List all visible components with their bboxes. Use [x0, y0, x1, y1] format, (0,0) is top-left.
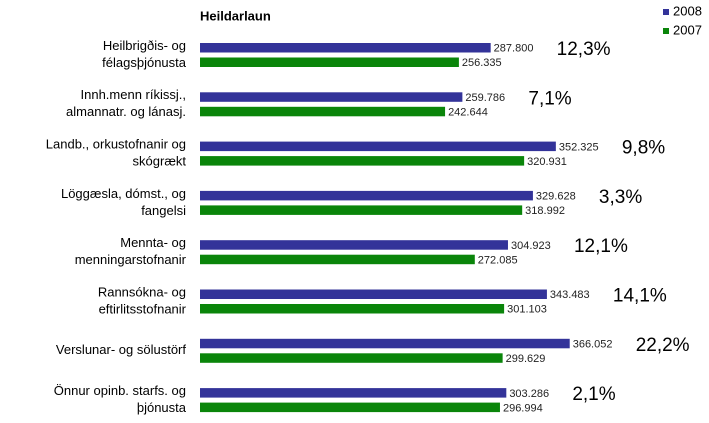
y-tick-label: Verslunar- og sölustörf — [56, 342, 186, 357]
bar — [200, 92, 463, 102]
y-tick-label: eftirlitsstofnanir — [99, 301, 187, 316]
value-label: 320.931 — [527, 156, 567, 168]
bar — [200, 353, 503, 363]
annotation: 12,1% — [574, 236, 628, 257]
legend-label: 2008 — [673, 3, 702, 18]
value-label: 296.994 — [503, 402, 543, 414]
value-label: 272.085 — [478, 254, 518, 266]
value-label: 303.286 — [509, 388, 549, 400]
bar — [200, 254, 475, 265]
value-label: 299.629 — [506, 353, 546, 365]
legend-swatch — [663, 28, 669, 34]
bar — [200, 43, 491, 53]
value-label: 343.483 — [550, 289, 590, 301]
bar — [200, 106, 446, 117]
bar — [200, 240, 508, 250]
y-tick-label: Rannsókna- og — [98, 284, 186, 299]
value-label: 329.628 — [536, 191, 576, 203]
value-label: 256.335 — [462, 57, 502, 69]
y-tick-label: Heilbrigðis- og — [103, 38, 186, 53]
y-tick-label: Landb., orkustofnanir og — [46, 137, 186, 152]
legend-swatch — [663, 9, 669, 15]
value-label: 366.052 — [573, 338, 613, 350]
value-label: 318.992 — [525, 205, 565, 217]
bar — [200, 190, 533, 201]
annotation: 14,1% — [613, 286, 667, 307]
y-tick-label: almannatr. og lánasj. — [66, 104, 186, 119]
legend-label: 2007 — [673, 22, 702, 37]
bar — [200, 289, 547, 299]
value-label: 352.325 — [559, 141, 599, 153]
annotation: 2,1% — [572, 384, 615, 405]
y-tick-label: fangelsi — [141, 203, 186, 218]
y-tick-label: Innh.menn ríkissj., — [81, 87, 187, 102]
y-tick-label: menningarstofnanir — [75, 252, 187, 267]
y-tick-label: Löggæsla, dómst., og — [61, 186, 186, 201]
bar — [200, 304, 505, 314]
bar — [200, 141, 556, 152]
value-label: 242.644 — [448, 106, 488, 118]
bar — [200, 205, 523, 215]
bar — [200, 338, 570, 349]
annotation: 7,1% — [528, 88, 571, 109]
bar — [200, 156, 525, 166]
chart-title: Heildarlaun — [200, 8, 271, 23]
bar — [200, 402, 500, 413]
bar — [200, 57, 459, 67]
y-tick-label: þjónusta — [137, 400, 187, 415]
y-tick-label: Mennta- og — [120, 235, 186, 250]
bar — [200, 388, 507, 398]
value-label: 287.800 — [494, 43, 534, 55]
annotation: 22,2% — [636, 335, 690, 356]
value-label: 301.103 — [507, 304, 547, 316]
annotation: 12,3% — [557, 39, 611, 60]
y-tick-label: félagsþjónusta — [102, 55, 187, 70]
y-tick-label: Önnur opinb. starfs. og — [54, 383, 186, 398]
value-label: 304.923 — [511, 240, 551, 252]
value-label: 259.786 — [465, 92, 505, 104]
y-tick-label: skógrækt — [133, 154, 187, 169]
annotation: 3,3% — [599, 187, 642, 208]
annotation: 9,8% — [622, 138, 665, 159]
